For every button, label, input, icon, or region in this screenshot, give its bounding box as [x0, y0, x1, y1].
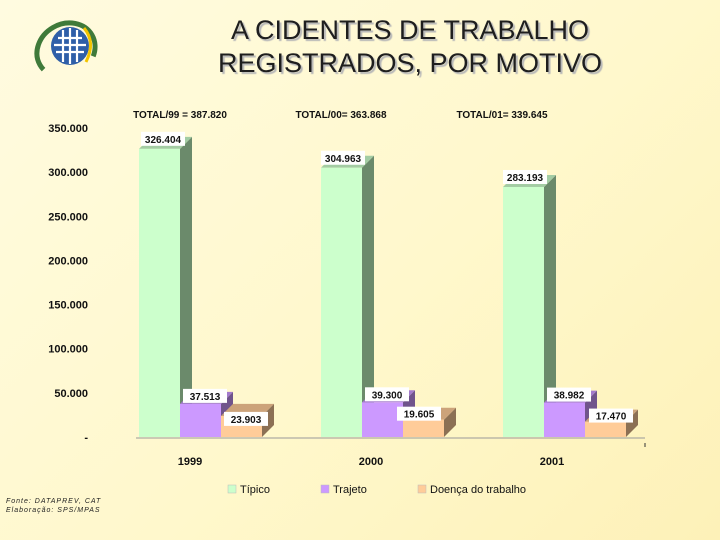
data-label-box	[589, 408, 633, 423]
data-label: 304.963	[325, 154, 362, 165]
y-tick-label: 100.000	[48, 344, 88, 356]
legend-swatch-trajeto	[320, 484, 330, 494]
bar-side-típico	[544, 174, 556, 438]
bar-trajeto-2001	[544, 402, 585, 437]
data-label: 38.982	[554, 391, 585, 402]
legend-entry: Trajeto	[333, 484, 367, 496]
bar-side-doença-do-trabalho	[626, 409, 638, 437]
bar-típico-2000	[321, 167, 362, 437]
institution-logo	[34, 20, 98, 80]
group-total-label: TOTAL/00= 363.868	[295, 110, 387, 121]
y-tick-label: 150.000	[48, 300, 88, 312]
data-label: 39.300	[372, 390, 403, 401]
source-text: Fonte: DATAPREV, CAT	[6, 498, 102, 505]
bar-doença-do-trabalho-2001	[585, 421, 626, 437]
data-label: 17.470	[596, 412, 627, 423]
y-tick-label: 350.000	[48, 123, 88, 135]
prepared-by-text: Elaboração: SPS/MPAS	[6, 507, 101, 514]
data-label-box	[397, 406, 441, 421]
bar-típico-1999	[139, 148, 180, 437]
title-line-2: REGISTRADOS, POR MOTIVO	[217, 48, 603, 78]
bar-doença-do-trabalho-2000	[403, 419, 444, 437]
data-label: 37.513	[190, 392, 221, 403]
data-label-box	[141, 131, 185, 146]
group-total-label: TOTAL/01= 339.645	[456, 110, 548, 121]
data-label-box	[547, 387, 591, 402]
data-label-box	[224, 411, 268, 426]
data-label-box	[183, 388, 227, 403]
x-tick-label: 1999	[178, 456, 202, 468]
title-line-1: A CIDENTES DE TRABALHO	[230, 15, 590, 45]
legend-swatch-típico	[227, 484, 237, 494]
bar-side-típico	[362, 155, 374, 437]
y-tick-label: 250.000	[48, 211, 88, 223]
legend-entry: Doença do trabalho	[430, 484, 526, 496]
bar-trajeto-2000	[362, 402, 403, 437]
data-label-box	[503, 169, 547, 184]
page-title: A CIDENTES DE TRABALHO REGISTRADOS, POR …	[120, 14, 700, 80]
data-label: 23.903	[231, 415, 262, 426]
group-total-label: TOTAL/99 = 387.820	[133, 110, 227, 121]
y-tick-label: 50.000	[54, 388, 88, 400]
footer-note: Fonte: DATAPREV, CAT Elaboração: SPS/MPA…	[6, 497, 101, 515]
y-tick-label: 300.000	[48, 167, 88, 179]
data-label: 326.404	[145, 135, 182, 146]
bar-típico-2001	[503, 186, 544, 437]
y-tick-label: 200.000	[48, 255, 88, 267]
logo-green-arc	[34, 20, 98, 80]
x-tick-label: 2000	[359, 456, 383, 468]
bar-side-típico	[180, 136, 192, 437]
legend-entry: Típico	[240, 484, 270, 496]
data-label-box	[365, 387, 409, 402]
legend-swatch-doença-do-trabalho	[417, 484, 427, 494]
bar-trajeto-1999	[180, 403, 221, 437]
data-label: 283.193	[507, 173, 544, 184]
data-label: 19.605	[404, 410, 435, 421]
x-tick-label: 2001	[540, 456, 564, 468]
bar-chart: - 50.000 100.000 150.000 200.000 250.000 300.0…	[48, 110, 646, 496]
data-label-box	[321, 150, 365, 165]
bar-side-doença-do-trabalho	[444, 407, 456, 437]
y-tick-label: -	[84, 432, 88, 444]
